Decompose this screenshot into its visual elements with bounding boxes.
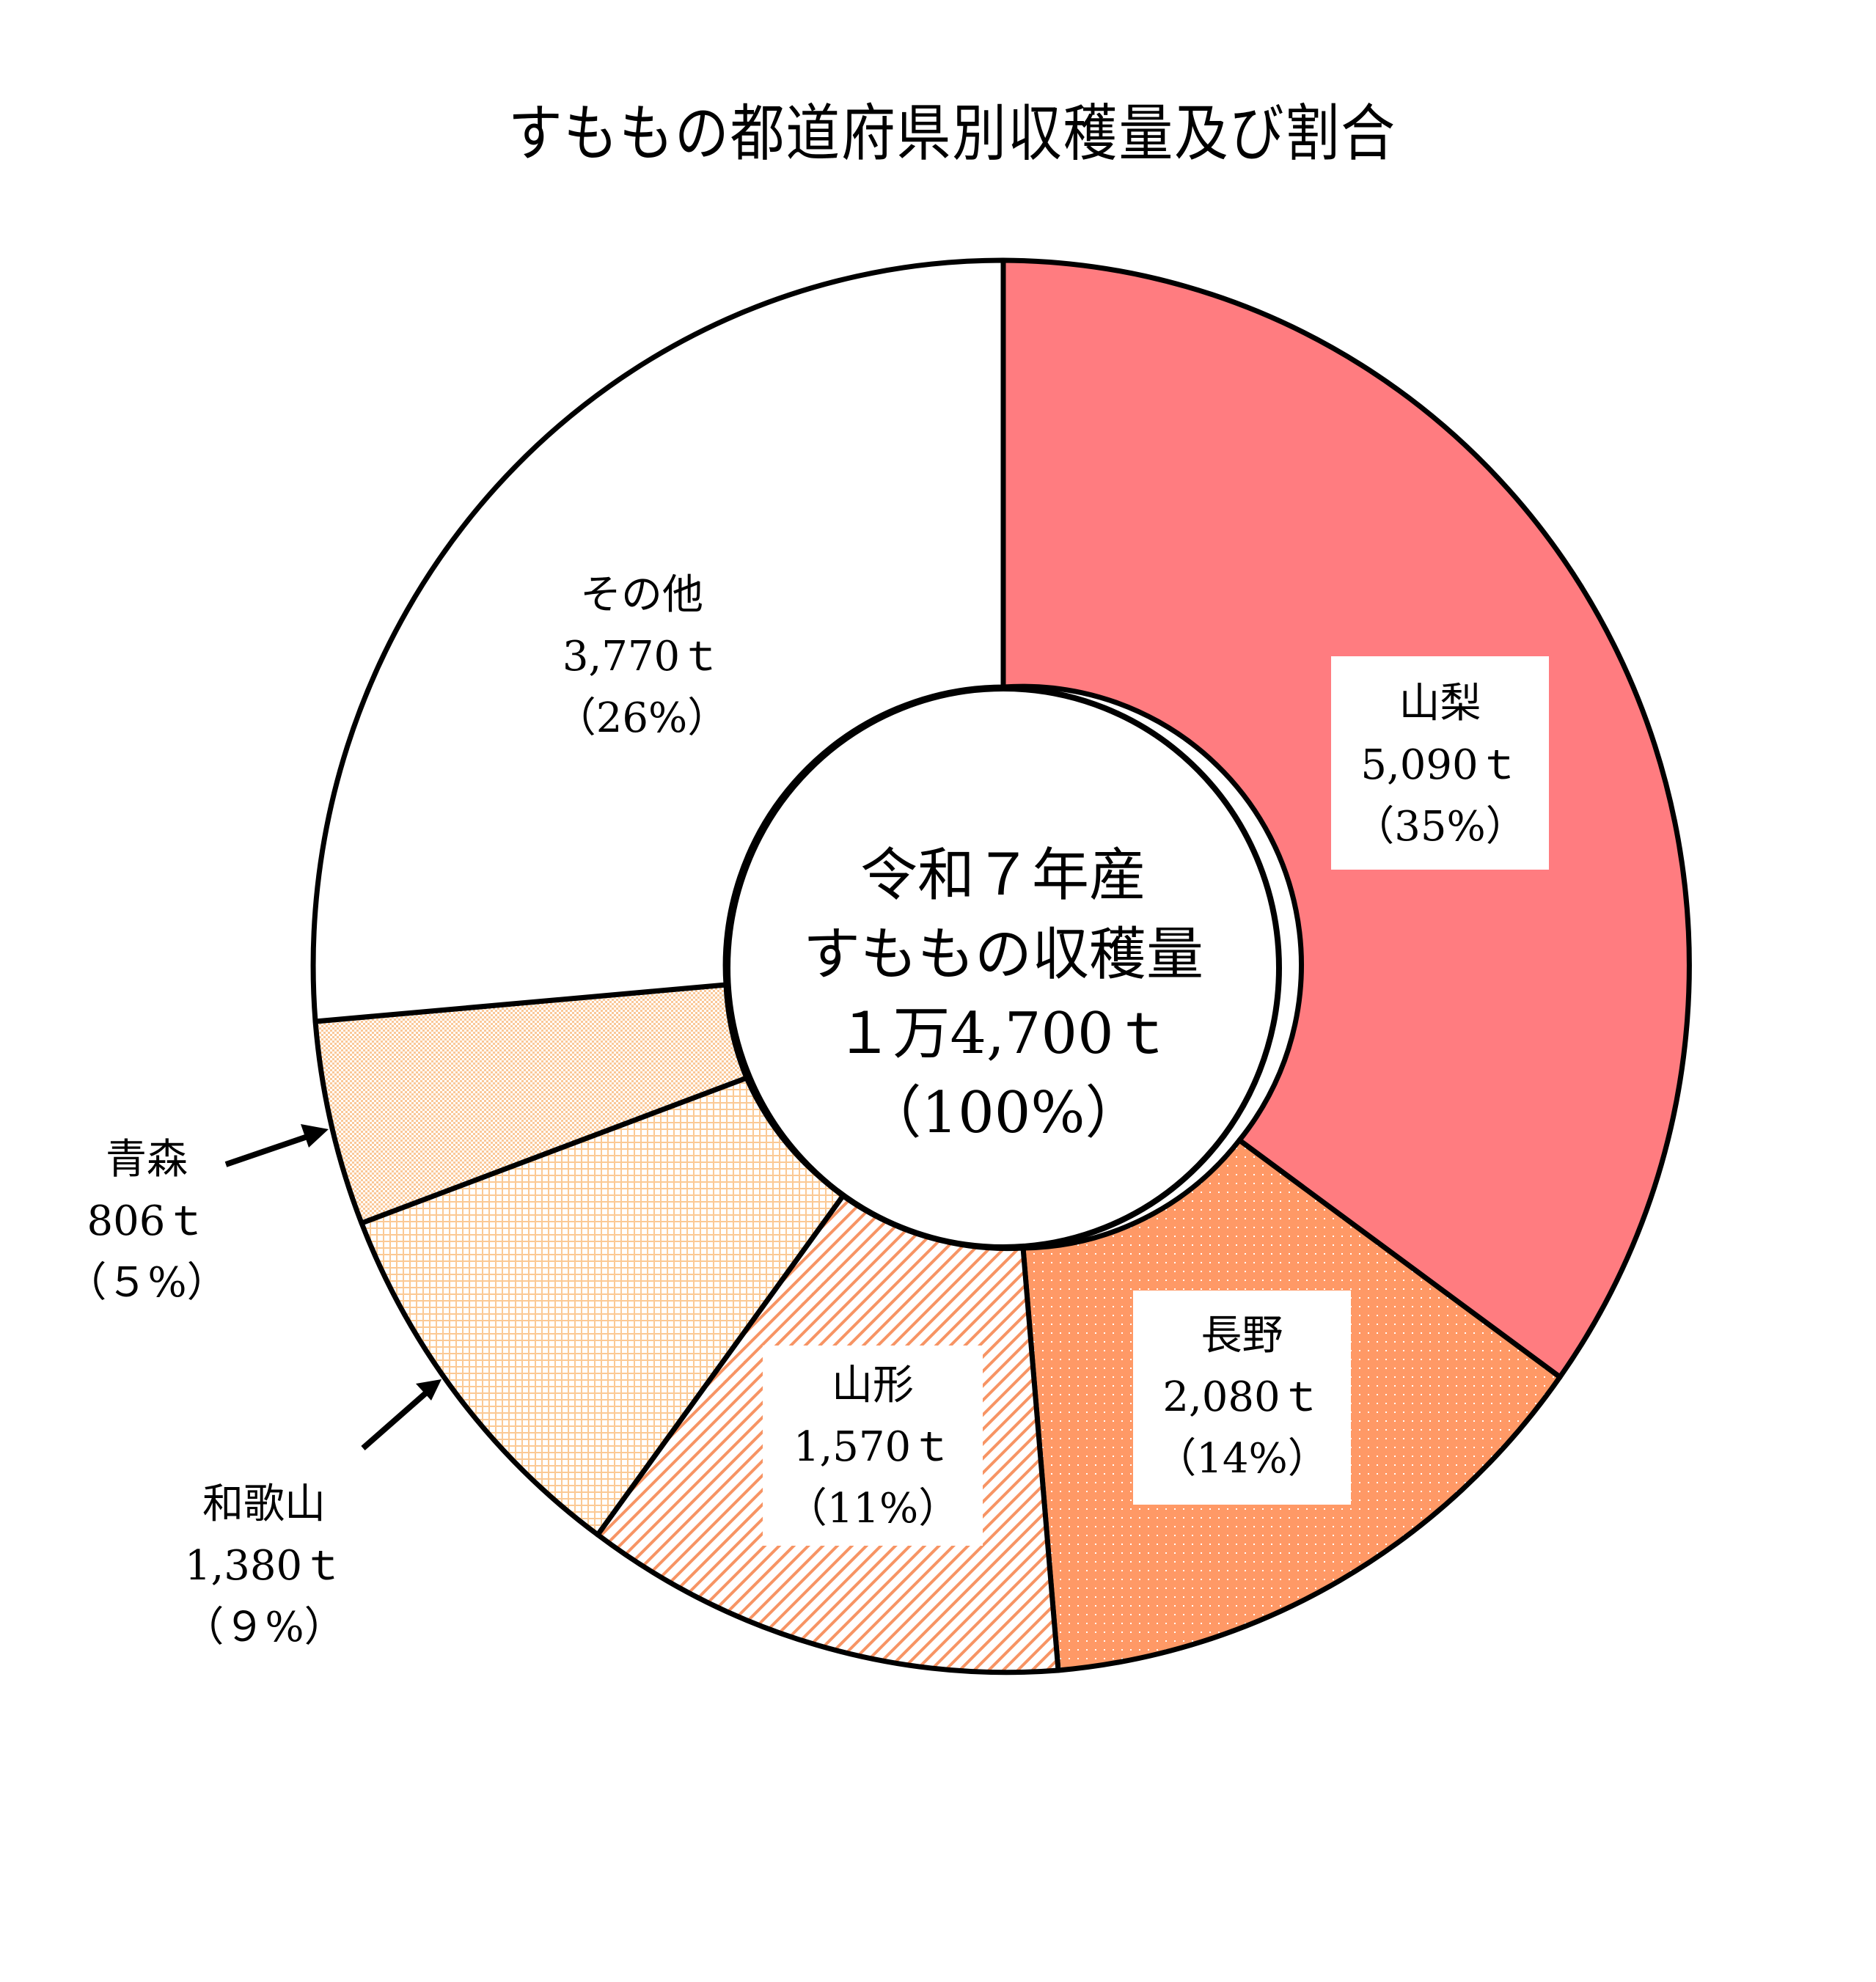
center-percent: （100%） bbox=[864, 1080, 1143, 1146]
label-value: 2,080ｔ bbox=[1162, 1373, 1322, 1421]
label-value: 806ｔ bbox=[87, 1197, 207, 1245]
label-name: その他 bbox=[580, 571, 703, 619]
label-name: 山形 bbox=[832, 1362, 914, 1409]
label-value: 5,090ｔ bbox=[1360, 741, 1520, 789]
label-box-yamanashi bbox=[1331, 656, 1549, 870]
label-percent: （26%） bbox=[554, 694, 729, 742]
center-year: 令和７年産 bbox=[860, 843, 1146, 909]
label-wakayama: 和歌山 1,380ｔ （９%） bbox=[161, 1474, 367, 1659]
label-value: 1,570ｔ bbox=[793, 1423, 953, 1471]
label-name: 和歌山 bbox=[202, 1480, 326, 1528]
label-value: 3,770ｔ bbox=[562, 633, 722, 680]
label-percent: （11%） bbox=[785, 1485, 960, 1533]
label-box-nagano bbox=[1133, 1291, 1351, 1505]
label-percent: （14%） bbox=[1155, 1435, 1329, 1483]
arrow-aomori bbox=[224, 1124, 329, 1167]
arrow-wakayama bbox=[361, 1379, 441, 1451]
label-box-yamagata bbox=[763, 1346, 983, 1546]
label-nagano: 長野 2,080ｔ （14%） bbox=[1133, 1305, 1351, 1490]
label-yamanashi: 山梨 5,090ｔ （35%） bbox=[1331, 673, 1549, 858]
center-hole bbox=[725, 686, 1282, 1250]
label-percent: （35%） bbox=[1353, 803, 1527, 851]
label-aomori: 青森 806ｔ （５%） bbox=[59, 1129, 235, 1314]
label-value: 1,380ｔ bbox=[184, 1542, 344, 1590]
label-percent: （９%） bbox=[183, 1604, 345, 1651]
chart-title: すももの都道府県別収穫量及び割合 bbox=[508, 98, 1396, 169]
label-other: その他 3,770ｔ （26%） bbox=[543, 565, 741, 749]
label-name: 青森 bbox=[106, 1136, 188, 1183]
label-yamagata: 山形 1,570ｔ （11%） bbox=[763, 1355, 983, 1540]
center-total: １万4,700ｔ bbox=[835, 1001, 1171, 1067]
center-summary: 令和７年産 すももの収穫量 １万4,700ｔ （100%） bbox=[739, 836, 1267, 1153]
label-percent: （５%） bbox=[65, 1259, 228, 1307]
label-name: 長野 bbox=[1201, 1312, 1283, 1359]
label-name: 山梨 bbox=[1399, 680, 1481, 727]
center-caption: すももの収穫量 bbox=[802, 922, 1203, 988]
